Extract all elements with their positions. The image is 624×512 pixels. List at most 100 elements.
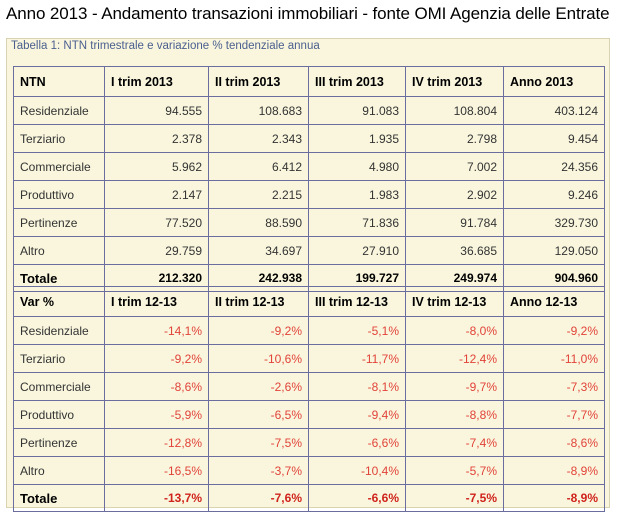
table-cell: 88.590 [208,208,309,237]
table-cell: -10,4% [308,456,406,485]
table-cell: -8,8% [405,400,504,429]
table-cell: 108.804 [405,96,504,125]
column-header: IV trim 12-13 [405,286,504,317]
row-label: Pertinenze [13,428,105,457]
table-row: Commerciale -8,6% -2,6% -8,1% -9,7% -7,3% [13,372,605,401]
table-cell: -9,2% [208,316,309,345]
row-label: Terziario [13,344,105,373]
row-label: Residenziale [13,316,105,345]
table-cell: 9.454 [503,124,605,153]
table-cell: -16,5% [104,456,209,485]
table-cell: -6,6% [308,484,406,512]
table-caption: Tabella 1: NTN trimestrale e variazione … [11,40,320,52]
table-cell: -14,1% [104,316,209,345]
row-label: Produttivo [13,180,105,209]
table-cell: -9,2% [503,316,605,345]
table-cell: -8,1% [308,372,406,401]
table-row: Residenziale -14,1% -9,2% -5,1% -8,0% -9,2% [13,316,605,345]
table-cell: 329.730 [503,208,605,237]
table-cell: -8,6% [104,372,209,401]
column-header: I trim 2013 [104,66,209,97]
row-label: Altro [13,456,105,485]
column-header: II trim 12-13 [208,286,309,317]
table-frame: Tabella 1: NTN trimestrale e variazione … [6,38,610,512]
var-table: Var % I trim 12-13 II trim 12-13 III trim 1… [13,286,605,512]
row-label: Produttivo [13,400,105,429]
table-cell: 29.759 [104,236,209,265]
table-cell: -8,9% [503,456,605,485]
table-cell: 2.215 [208,180,309,209]
table-row: Terziario -9,2% -10,6% -11,7% -12,4% -11,0% [13,344,605,373]
table-cell: 27.910 [308,236,406,265]
table-cell: -5,7% [405,456,504,485]
table-cell: -7,6% [208,484,309,512]
table-cell: 4.980 [308,152,406,181]
table-cell: 36.685 [405,236,504,265]
table-row: Residenziale 94.555 108.683 91.083 108.804 40… [13,96,605,125]
row-label: Terziario [13,124,105,153]
table-cell: 5.962 [104,152,209,181]
table-row: Terziario 2.378 2.343 1.935 2.798 9.454 [13,124,605,153]
table-cell: -5,1% [308,316,406,345]
table-cell: 91.083 [308,96,406,125]
table-cell: -7,5% [405,484,504,512]
table-cell: 2.798 [405,124,504,153]
table-cell: 2.902 [405,180,504,209]
column-header: II trim 2013 [208,66,309,97]
table-cell: 71.836 [308,208,406,237]
column-header: III trim 2013 [308,66,406,97]
column-header: Anno 2013 [503,66,605,97]
table-cell: -12,4% [405,344,504,373]
table-row: Altro -16,5% -3,7% -10,4% -5,7% -8,9% [13,456,605,485]
table-cell: -9,7% [405,372,504,401]
total-row: Totale -13,7% -7,6% -6,6% -7,5% -8,9% [13,484,605,512]
table-cell: -7,4% [405,428,504,457]
table-cell: -6,6% [308,428,406,457]
table-cell: 1.983 [308,180,406,209]
table-cell: 34.697 [208,236,309,265]
table-cell: 77.520 [104,208,209,237]
column-header: IV trim 2013 [405,66,504,97]
page-title: Anno 2013 - Andamento transazioni immobi… [6,4,610,23]
header-row: Var % I trim 12-13 II trim 12-13 III trim 1… [13,286,605,317]
row-label: Commerciale [13,372,105,401]
table-cell: 403.124 [503,96,605,125]
table-cell: 9.246 [503,180,605,209]
table-cell: -11,0% [503,344,605,373]
column-header: Anno 12-13 [503,286,605,317]
table-cell: -3,7% [208,456,309,485]
table-cell: -5,9% [104,400,209,429]
table-cell: 129.050 [503,236,605,265]
column-header: I trim 12-13 [104,286,209,317]
table-cell: 2.343 [208,124,309,153]
table-cell: -10,6% [208,344,309,373]
table-cell: -9,2% [104,344,209,373]
row-label: Commerciale [13,152,105,181]
table-row: Altro 29.759 34.697 27.910 36.685 129.050 [13,236,605,265]
row-label: Totale [13,484,105,512]
header-row: NTN I trim 2013 II trim 2013 III trim 2013 I… [13,66,605,97]
table-cell: 7.002 [405,152,504,181]
table-cell: -7,5% [208,428,309,457]
table-row: Produttivo -5,9% -6,5% -9,4% -8,8% -7,7% [13,400,605,429]
table-cell: -7,3% [503,372,605,401]
table-cell: 24.356 [503,152,605,181]
table-cell: 1.935 [308,124,406,153]
row-label: Residenziale [13,96,105,125]
column-header: NTN [13,66,105,97]
table-cell: 6.412 [208,152,309,181]
table-cell: -6,5% [208,400,309,429]
table-row: Pertinenze 77.520 88.590 71.836 91.784 329.73… [13,208,605,237]
table-cell: -11,7% [308,344,406,373]
table-cell: -9,4% [308,400,406,429]
table-row: Produttivo 2.147 2.215 1.983 2.902 9.246 [13,180,605,209]
row-label: Altro [13,236,105,265]
table-cell: 94.555 [104,96,209,125]
table-cell: 2.378 [104,124,209,153]
table-cell: 108.683 [208,96,309,125]
table-cell: -8,9% [503,484,605,512]
column-header: Var % [13,286,105,317]
row-label: Pertinenze [13,208,105,237]
table-cell: -13,7% [104,484,209,512]
table-cell: -8,0% [405,316,504,345]
